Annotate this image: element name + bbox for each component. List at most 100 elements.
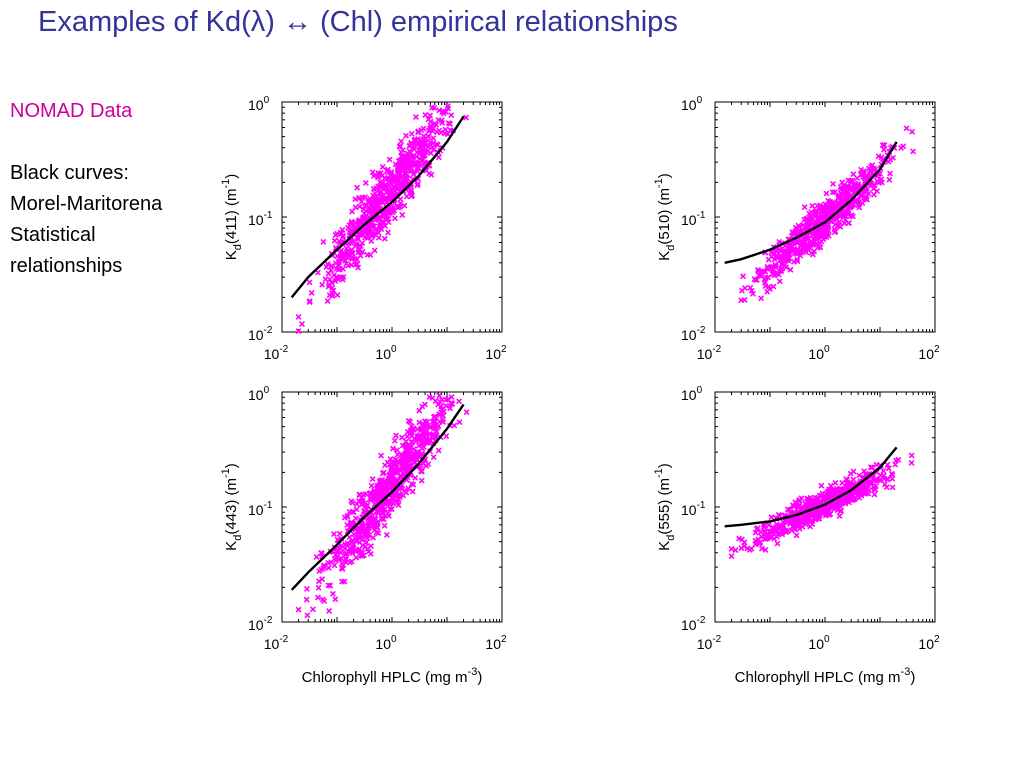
scatter-point (832, 479, 839, 486)
scatter-point (340, 265, 346, 272)
scatter-point (447, 127, 454, 134)
scatter-point (435, 154, 442, 161)
scatter-point (427, 150, 434, 157)
scatter-point (369, 169, 376, 176)
scatter-point (346, 508, 353, 515)
scatter-point (359, 194, 366, 201)
scatter-point (815, 511, 822, 518)
scatter-point (910, 148, 917, 155)
scatter-point (345, 224, 352, 231)
scatter-point (448, 112, 455, 119)
scatter-point (357, 534, 364, 541)
scatter-point (809, 240, 816, 247)
curves-label: Black curves: (10, 162, 129, 184)
scatter-point (898, 144, 904, 151)
scatter-point (418, 450, 425, 457)
scatter-point (367, 222, 374, 229)
scatter-point (394, 467, 401, 474)
scatter-point (880, 468, 887, 474)
scatter-point (847, 203, 854, 210)
scatter-point (841, 182, 848, 189)
scatter-point (390, 495, 397, 502)
scatter-point (352, 204, 359, 211)
scatter-point (399, 212, 406, 218)
scatter-point (364, 535, 371, 542)
scatter-point (769, 524, 776, 531)
scatter-point (342, 541, 349, 548)
scatter-point (821, 233, 828, 240)
scatter-point (765, 522, 772, 529)
scatter-point (871, 182, 878, 189)
scatter-point (775, 511, 782, 518)
scatter-point (776, 238, 783, 245)
scatter-point (348, 519, 355, 526)
scatter-point (362, 544, 369, 550)
scatter-point (740, 273, 746, 280)
scatter-point (354, 184, 361, 191)
scatter-point (408, 164, 415, 171)
scatter-point (856, 472, 863, 479)
scatter-point (358, 198, 365, 205)
scatter-point (432, 413, 439, 420)
scatter-point (379, 180, 386, 187)
scatter-point (367, 550, 374, 557)
scatter-point (870, 483, 877, 490)
scatter-point (401, 202, 408, 209)
chart-panel-3: 10-2 100 102 100 10-1 10-2 Kd(443) (m-1) Chloro… (220, 385, 507, 686)
scatter-point (371, 527, 378, 534)
scatter-point (836, 218, 843, 225)
scatter-point (385, 181, 392, 188)
scatter-point (412, 456, 419, 462)
scatter-point (378, 226, 385, 233)
scatter-point (782, 517, 789, 524)
scatter-point (319, 576, 326, 583)
scatter-point (836, 513, 843, 520)
x-tick-label: 10-2 (697, 634, 722, 652)
x-tick-label: 10-2 (264, 634, 289, 652)
scatter-point (451, 422, 458, 429)
scatter-point (337, 250, 344, 257)
scatter-point (842, 500, 849, 507)
scatter-point (892, 461, 899, 468)
scatter-point (768, 514, 775, 521)
scatter-point (381, 195, 387, 202)
scatter-point (741, 296, 748, 303)
scatter-point (732, 547, 739, 554)
scatter-point (362, 490, 369, 497)
scatter-point (399, 460, 406, 467)
scatter-point (432, 433, 439, 440)
scatter-point (783, 248, 790, 255)
scatter-point (831, 189, 838, 196)
scatter-point (435, 447, 442, 454)
scatter-point (788, 510, 795, 517)
scatter-point (795, 222, 802, 229)
scatter-point (381, 506, 388, 513)
scatter-point (319, 281, 326, 288)
scatter-point (353, 506, 360, 513)
scatter-point (879, 142, 886, 149)
scatter-point (818, 482, 825, 489)
scatter-point (758, 533, 765, 540)
scatter-point (870, 191, 877, 198)
scatter-point (418, 477, 425, 484)
scatter-point (402, 444, 409, 450)
scatter-point (354, 261, 361, 268)
scatter-point (347, 559, 353, 566)
scatter-point (407, 188, 414, 195)
scatter-point (315, 584, 322, 591)
scatter-point (398, 138, 405, 145)
scatter-point (388, 169, 395, 176)
scatter-point (772, 263, 779, 270)
y-tick-label: 100 (248, 95, 270, 113)
scatter-point (404, 155, 411, 162)
scatter-point (344, 512, 351, 519)
scatter-point (439, 119, 446, 126)
scatter-point (766, 286, 773, 292)
scatter-point (803, 216, 810, 222)
scatter-point (374, 509, 381, 516)
scatter-point (433, 428, 440, 435)
y-tick-label: 10-2 (248, 325, 273, 343)
side-notes: NOMAD Data Black curves: Morel-Maritoren… (10, 96, 162, 282)
scatter-point (391, 437, 398, 444)
scatter-point (339, 226, 346, 233)
